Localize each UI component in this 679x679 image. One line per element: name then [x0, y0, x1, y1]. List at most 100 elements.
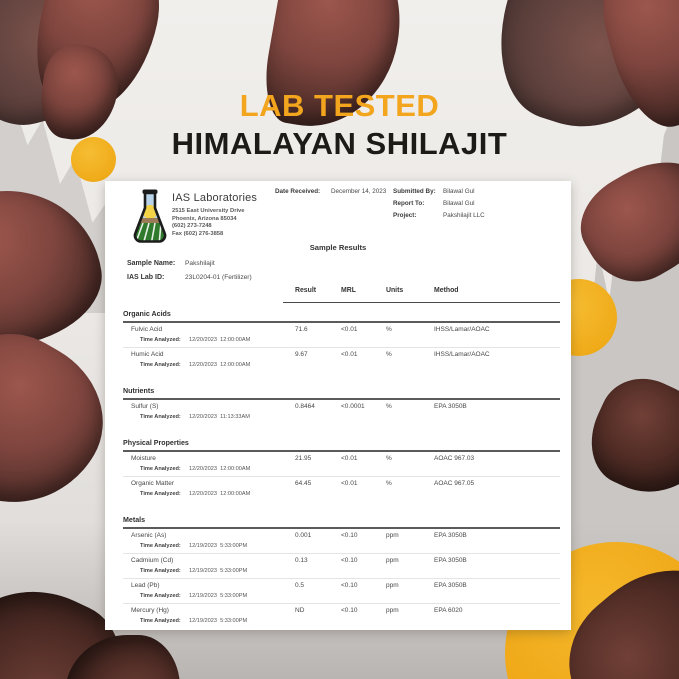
time-analyzed-label: Time Analyzed:: [140, 568, 181, 574]
table-row: Lead (Pb) 0.5 <0.10 ppm EPA 3050B Time A…: [123, 578, 560, 603]
lab-phone: (602) 273-7248: [172, 223, 212, 230]
analyte-name: Humic Acid: [131, 351, 164, 358]
mrl-value: <0.10: [341, 607, 358, 614]
method-value: EPA 3050B: [434, 403, 467, 410]
time-analyzed-label: Time Analyzed:: [140, 593, 181, 599]
time-analyzed-value: 12/19/2023 5:33:00PM: [189, 618, 248, 624]
time-analyzed-label: Time Analyzed:: [140, 618, 181, 624]
time-analyzed-value: 12/20/2023 11:13:33AM: [189, 414, 250, 420]
headline-himalayan-shilajit: HIMALAYAN SHILAJIT: [171, 126, 508, 161]
report-to-label: Report To:: [393, 200, 425, 207]
table-row: Organic Matter 64.45 <0.01 % AOAC 967.05…: [123, 476, 560, 501]
mrl-value: <0.10: [341, 582, 358, 589]
units-value: %: [386, 480, 392, 487]
time-analyzed-label: Time Analyzed:: [140, 466, 181, 472]
section-organic-acids: Organic Acids Fulvic Acid 71.6 <0.01 % I…: [123, 310, 560, 372]
result-value: 64.45: [295, 480, 312, 487]
submitted-by-value: Bilawal Gul: [443, 188, 475, 195]
result-value: ND: [295, 607, 305, 614]
units-value: %: [386, 403, 392, 410]
lab-fax: Fax (602) 276-3858: [172, 230, 224, 237]
section-physical-properties: Physical Properties Moisture 21.95 <0.01…: [123, 439, 560, 501]
mrl-value: <0.0001: [341, 403, 365, 410]
units-value: %: [386, 326, 392, 333]
units-value: %: [386, 351, 392, 358]
time-analyzed-label: Time Analyzed:: [140, 337, 181, 343]
column-header-mrl: MRL: [341, 287, 356, 294]
table-row: Mercury (Hg) ND <0.10 ppm EPA 6020 Time …: [123, 603, 560, 628]
mrl-value: <0.10: [341, 557, 358, 564]
mrl-value: <0.01: [341, 480, 358, 487]
result-value: 0.13: [295, 557, 308, 564]
project-value: Pakshilajit LLC: [443, 212, 485, 219]
time-analyzed-label: Time Analyzed:: [140, 491, 181, 497]
analyte-name: Lead (Pb): [131, 582, 160, 589]
time-analyzed-value: 12/20/2023 12:00:00AM: [189, 362, 251, 368]
method-value: IHSS/Lamar/AOAC: [434, 326, 490, 333]
date-received-label: Date Received:: [275, 188, 321, 195]
method-value: EPA 3050B: [434, 557, 467, 564]
resin-chunk-left-middle: [0, 178, 110, 357]
table-row: Cadmium (Cd) 0.13 <0.10 ppm EPA 3050B Ti…: [123, 553, 560, 578]
units-value: ppm: [386, 532, 399, 539]
report-to-value: Bilawal Gul: [443, 200, 475, 207]
yellow-circle-left: [71, 137, 116, 182]
section-header: Nutrients: [123, 387, 560, 400]
project-label: Project:: [393, 212, 417, 219]
table-row: Arsenic (As) 0.001 <0.10 ppm EPA 3050B T…: [123, 529, 560, 553]
table-row: Moisture 21.95 <0.01 % AOAC 967.03 Time …: [123, 452, 560, 476]
time-analyzed-value: 12/20/2023 12:00:00AM: [189, 466, 251, 472]
analyte-name: Organic Matter: [131, 480, 174, 487]
units-value: %: [386, 455, 392, 462]
lab-id-value: 23L0204-01 (Fertilizer): [185, 274, 252, 281]
table-row: Humic Acid 9.67 <0.01 % IHSS/Lamar/AOAC …: [123, 347, 560, 372]
result-value: 0.5: [295, 582, 305, 589]
analyte-name: Mercury (Hg): [131, 607, 169, 614]
lab-name: IAS Laboratories: [172, 192, 258, 204]
sample-name-label: Sample Name:: [127, 260, 176, 267]
table-row: Sulfur (S) 0.8464 <0.0001 % EPA 3050B Ti…: [123, 400, 560, 424]
results-table: Result MRL Units Method Organic Acids Fu…: [105, 285, 571, 643]
lab-report-document: IAS Laboratories 2515 East University Dr…: [105, 181, 571, 630]
time-analyzed-value: 12/20/2023 12:00:00AM: [189, 491, 251, 497]
time-analyzed-value: 12/19/2023 5:33:00PM: [189, 568, 248, 574]
time-analyzed-value: 12/19/2023 5:33:00PM: [189, 543, 248, 549]
method-value: EPA 3050B: [434, 582, 467, 589]
analyte-name: Moisture: [131, 455, 156, 462]
units-value: ppm: [386, 557, 399, 564]
method-value: EPA 3050B: [434, 532, 467, 539]
result-value: 71.6: [295, 326, 308, 333]
column-header-result: Result: [295, 287, 317, 294]
lab-address-line2: Phoenix, Arizona 85034: [172, 215, 237, 222]
time-analyzed-value: 12/19/2023 5:33:00PM: [189, 593, 248, 599]
table-row: Fulvic Acid 71.6 <0.01 % IHSS/Lamar/AOAC…: [123, 323, 560, 347]
analyte-name: Cadmium (Cd): [131, 557, 174, 564]
units-value: ppm: [386, 607, 399, 614]
section-header: Physical Properties: [123, 439, 560, 452]
column-header-underline: [283, 302, 560, 303]
analyte-name: Arsenic (As): [131, 532, 167, 539]
sample-results-title: Sample Results: [309, 243, 367, 252]
result-value: 9.67: [295, 351, 308, 358]
lab-id-label: IAS Lab ID:: [127, 274, 165, 281]
date-received-value: December 14, 2023: [331, 188, 387, 195]
column-header-method: Method: [434, 287, 459, 294]
mrl-value: <0.01: [341, 455, 358, 462]
sample-name-value: Pakshilajit: [185, 260, 215, 267]
mrl-value: <0.01: [341, 326, 358, 333]
section-metals: Metals Arsenic (As) 0.001 <0.10 ppm EPA …: [123, 516, 560, 628]
method-value: AOAC 967.03: [434, 455, 475, 462]
time-analyzed-label: Time Analyzed:: [140, 362, 181, 368]
table-column-headers: Result MRL Units Method: [123, 285, 560, 305]
result-value: 21.95: [295, 455, 312, 462]
mrl-value: <0.10: [341, 532, 358, 539]
section-header: Metals: [123, 516, 560, 529]
units-value: ppm: [386, 582, 399, 589]
section-nutrients: Nutrients Sulfur (S) 0.8464 <0.0001 % EP…: [123, 387, 560, 424]
submitted-by-label: Submitted By:: [393, 188, 436, 195]
column-header-units: Units: [386, 287, 404, 294]
method-value: AOAC 967.05: [434, 480, 475, 487]
analyte-name: Fulvic Acid: [131, 326, 163, 333]
result-value: 0.001: [295, 532, 312, 539]
